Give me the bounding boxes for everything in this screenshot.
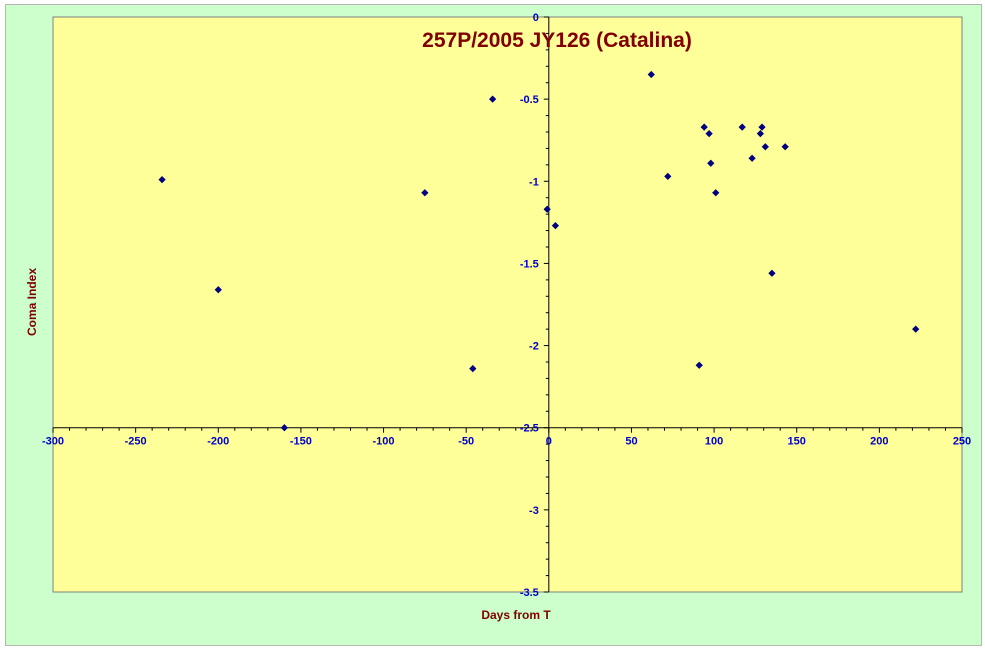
x-tick-label: -100 xyxy=(373,436,395,448)
data-point xyxy=(768,269,776,277)
x-tick-label: -250 xyxy=(125,436,147,448)
data-point xyxy=(912,325,920,333)
data-point xyxy=(712,189,720,197)
x-tick-label: 150 xyxy=(788,436,806,448)
y-tick-label: 0 xyxy=(533,12,539,24)
data-point xyxy=(707,159,715,167)
data-point xyxy=(214,286,222,294)
data-point xyxy=(700,123,708,131)
data-point xyxy=(705,130,713,138)
data-point xyxy=(469,364,477,373)
y-tick-label: -0.5 xyxy=(520,94,539,106)
data-point xyxy=(421,189,429,197)
y-tick-label: -1 xyxy=(529,176,539,188)
x-tick-label: 100 xyxy=(705,436,723,448)
data-point xyxy=(664,172,672,180)
data-point xyxy=(695,361,703,369)
y-tick-label: -1.5 xyxy=(520,258,539,270)
x-tick-label: 200 xyxy=(870,436,888,448)
data-point xyxy=(280,424,289,432)
y-tick-label: -2 xyxy=(529,341,539,353)
x-tick-label: 50 xyxy=(625,436,637,448)
data-point xyxy=(647,70,655,79)
y-axis-title: Coma Index xyxy=(25,268,39,336)
data-point xyxy=(761,143,769,151)
chart-title: 257P/2005 JY126 (Catalina) xyxy=(422,29,692,52)
data-point xyxy=(543,205,551,213)
data-point xyxy=(158,176,166,184)
data-point xyxy=(758,123,766,131)
x-tick-label: -200 xyxy=(207,436,229,448)
x-tick-label: 250 xyxy=(953,436,971,448)
data-point xyxy=(738,123,746,131)
plot-area xyxy=(52,16,963,593)
y-tick-label: -3.5 xyxy=(520,587,539,599)
x-axis-title: Days from T xyxy=(481,608,551,622)
y-tick-label: -2.5 xyxy=(520,423,539,435)
data-point xyxy=(781,143,789,151)
data-point xyxy=(551,222,560,230)
data-point xyxy=(756,130,764,138)
tick-labels: -300 -250 -200 -150 -100 -50 0 50 100 150 200 2500-… xyxy=(42,12,971,599)
x-tick-label: 0 xyxy=(546,436,552,448)
y-tick-label: -3 xyxy=(529,505,539,517)
x-tick-label: -150 xyxy=(290,436,312,448)
data-points xyxy=(158,70,920,432)
x-tick-label: -50 xyxy=(458,436,474,448)
x-tick-label: -300 xyxy=(42,436,64,448)
data-point xyxy=(489,95,497,103)
data-point xyxy=(748,154,756,162)
axes xyxy=(53,17,962,592)
tick-marks xyxy=(52,16,963,593)
